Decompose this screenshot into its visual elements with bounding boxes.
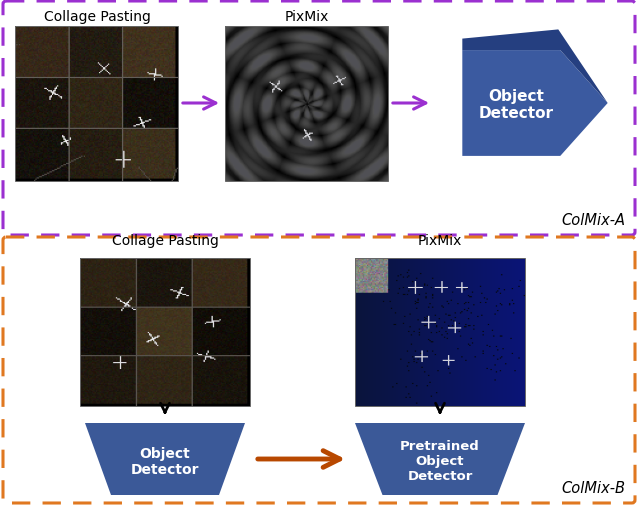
Polygon shape xyxy=(462,29,608,103)
Polygon shape xyxy=(355,423,525,495)
Bar xyxy=(80,258,250,406)
Text: ColMix-A: ColMix-A xyxy=(561,213,625,228)
Text: PixMix: PixMix xyxy=(418,234,462,248)
Bar xyxy=(355,258,525,406)
Bar xyxy=(15,26,178,181)
Text: ColMix-B: ColMix-B xyxy=(561,481,625,496)
Bar xyxy=(225,26,388,181)
Text: Pretrained
Object
Detector: Pretrained Object Detector xyxy=(400,440,480,483)
Polygon shape xyxy=(85,423,245,495)
Text: Object
Detector: Object Detector xyxy=(131,447,199,477)
Text: Collage Pasting: Collage Pasting xyxy=(111,234,218,248)
Text: PixMix: PixMix xyxy=(285,10,329,24)
Text: Collage Pasting: Collage Pasting xyxy=(44,10,150,24)
Text: Object
Detector: Object Detector xyxy=(479,89,554,121)
Polygon shape xyxy=(462,50,608,156)
